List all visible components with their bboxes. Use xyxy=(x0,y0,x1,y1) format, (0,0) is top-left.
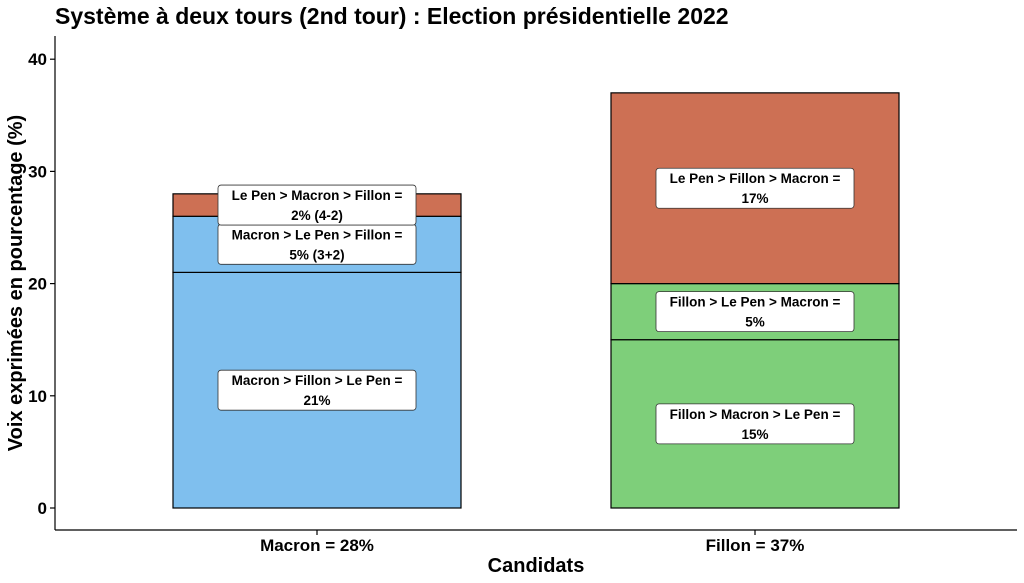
segment-label-box xyxy=(217,184,417,226)
segment-label-line: 15% xyxy=(741,427,768,442)
segment-label-line: 17% xyxy=(741,191,768,206)
x-ticks: Macron = 28% Fillon = 37% xyxy=(260,530,804,555)
x-tick-label: Fillon = 37% xyxy=(706,536,805,555)
y-axis-title: Voix exprimées en pourcentage (%) xyxy=(5,115,27,451)
segment-label-line: 5% xyxy=(745,315,765,330)
y-tick-label: 40 xyxy=(28,50,47,69)
y-tick-label: 10 xyxy=(28,387,47,406)
segment-label: Le Pen > Fillon > Macron = 17% xyxy=(655,167,855,209)
segment-label: Le Pen > Macron > Fillon = 2% (4-2) xyxy=(217,184,417,226)
segment-label-line: 21% xyxy=(303,393,330,408)
segment-label-box xyxy=(217,369,417,411)
segment-label: Macron > Le Pen > Fillon = 5% (3+2) xyxy=(217,223,417,265)
y-ticks: 0 10 20 30 40 xyxy=(28,50,55,518)
segment-label-box xyxy=(655,403,855,445)
segment-label-line: Le Pen > Macron > Fillon = xyxy=(232,188,403,203)
y-tick-label: 30 xyxy=(28,162,47,181)
segment-label-line: Fillon > Macron > Le Pen = xyxy=(670,407,841,422)
segment-label-line: Fillon > Le Pen > Macron = xyxy=(670,295,841,310)
segment-label-line: 5% (3+2) xyxy=(289,247,344,262)
y-tick-label: 0 xyxy=(38,499,47,518)
y-tick-label: 20 xyxy=(28,275,47,294)
segment-label-box xyxy=(655,167,855,209)
segment-label-line: 2% (4-2) xyxy=(291,208,343,223)
segment-label-line: Macron > Le Pen > Fillon = xyxy=(232,227,403,242)
x-tick-label: Macron = 28% xyxy=(260,536,374,555)
segment-label-box xyxy=(655,291,855,333)
segment-label-line: Macron > Fillon > Le Pen = xyxy=(232,373,403,388)
segment-label-line: Le Pen > Fillon > Macron = xyxy=(670,171,841,186)
segment-label: Fillon > Le Pen > Macron = 5% xyxy=(655,291,855,333)
x-axis-title: Candidats xyxy=(488,555,585,577)
chart-title: Système à deux tours (2nd tour) : Electi… xyxy=(55,3,729,29)
segment-labels: Macron > Fillon > Le Pen = 21% Macron > Le… xyxy=(217,167,855,445)
segment-label: Macron > Fillon > Le Pen = 21% xyxy=(217,369,417,411)
segment-label: Fillon > Macron > Le Pen = 15% xyxy=(655,403,855,445)
